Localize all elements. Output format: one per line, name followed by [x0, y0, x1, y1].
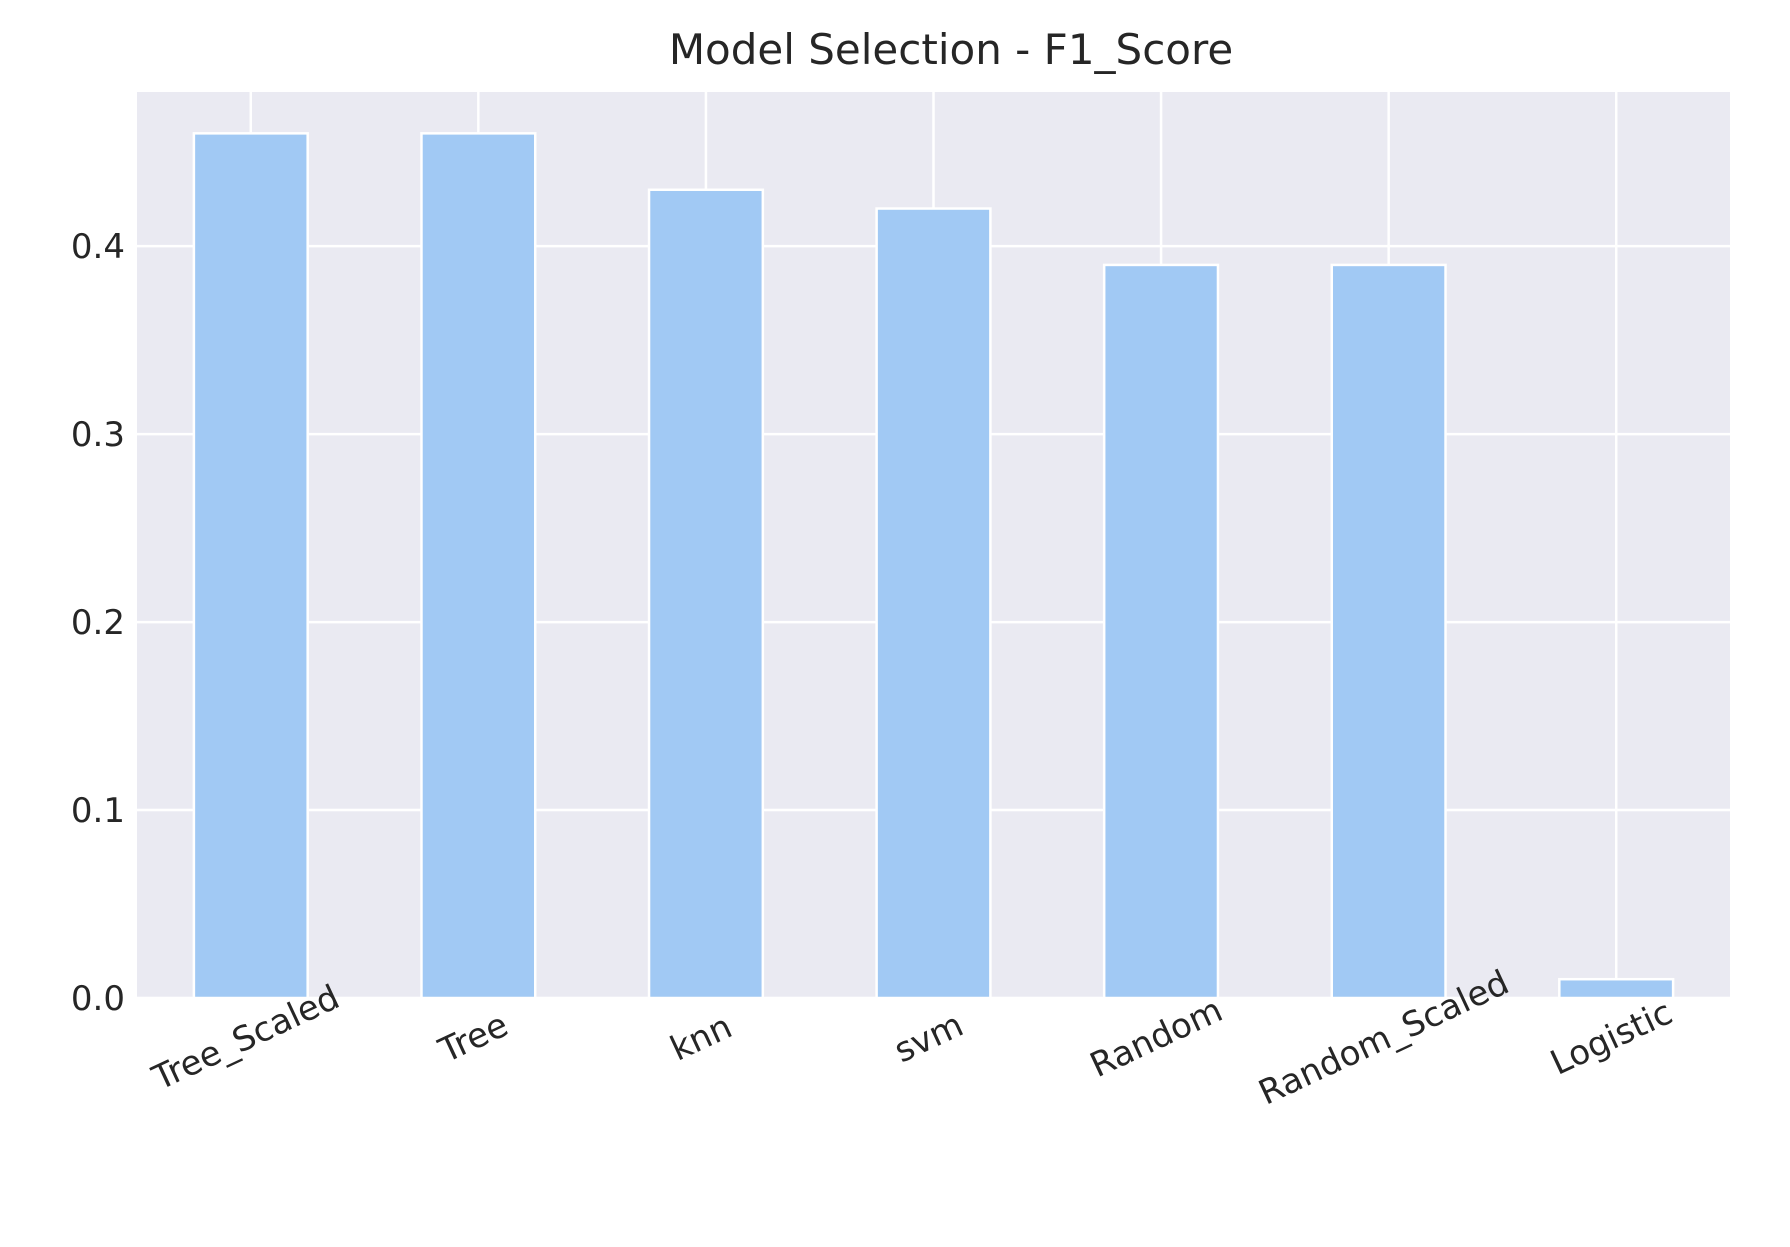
bars-group [192, 132, 1675, 1000]
x-tick-label: Tree [432, 1005, 514, 1072]
x-tick-label: svm [888, 1005, 969, 1071]
y-tick-label: 0.0 [71, 979, 125, 1019]
bar-Tree [420, 132, 537, 1000]
x-tick-label: knn [664, 1007, 738, 1070]
x-tick-label: Random [1084, 990, 1228, 1086]
y-tick-label: 0.3 [71, 415, 125, 455]
chart-title: Model Selection - F1_Score [669, 25, 1233, 74]
y-tick-label: 0.2 [71, 603, 125, 643]
bar-Random_Scaled [1330, 263, 1447, 1000]
y-tick-label: 0.1 [71, 791, 125, 831]
bar-svm [875, 207, 992, 1000]
bar-Random [1102, 263, 1220, 1000]
bar-knn [647, 188, 765, 1000]
y-tick-labels: 0.0 0.1 0.2 0.3 0.4 [71, 227, 125, 1019]
x-tick-label: Logistic [1544, 993, 1678, 1084]
y-tick-label: 0.4 [71, 227, 125, 267]
bar-Logistic [1558, 977, 1675, 1000]
bar-Tree_Scaled [192, 132, 309, 1000]
